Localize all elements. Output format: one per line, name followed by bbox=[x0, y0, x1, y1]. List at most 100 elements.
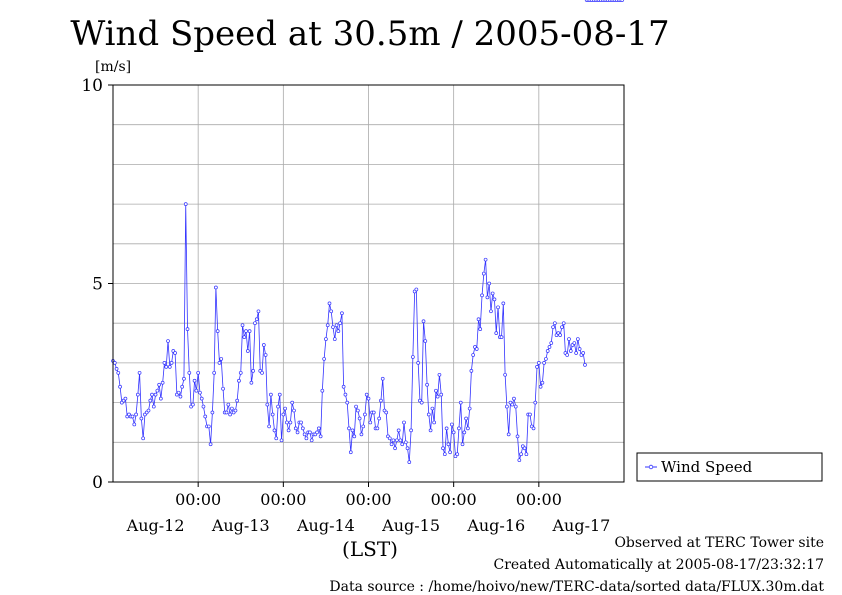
data-point bbox=[492, 297, 497, 302]
data-point bbox=[178, 394, 183, 399]
data-point bbox=[552, 321, 557, 326]
data-point bbox=[466, 426, 470, 431]
data-point bbox=[467, 406, 472, 411]
data-point bbox=[155, 388, 160, 393]
data-point bbox=[331, 325, 335, 330]
data-point bbox=[185, 327, 190, 331]
x-tick-day-label: Aug-13 bbox=[211, 516, 270, 535]
data-point bbox=[233, 408, 238, 413]
data-point bbox=[238, 370, 243, 375]
legend: Wind Speed bbox=[636, 452, 823, 482]
data-point bbox=[295, 430, 300, 435]
data-point bbox=[338, 321, 342, 326]
data-point bbox=[191, 402, 195, 407]
data-point bbox=[293, 426, 298, 431]
data-point bbox=[157, 382, 162, 387]
data-point bbox=[535, 365, 539, 369]
data-point bbox=[308, 430, 312, 435]
data-point bbox=[471, 353, 476, 357]
data-point bbox=[575, 337, 580, 341]
data-point bbox=[237, 378, 241, 383]
data-point bbox=[137, 370, 142, 375]
data-point bbox=[251, 368, 256, 373]
data-point bbox=[180, 384, 185, 389]
data-point bbox=[512, 396, 516, 401]
data-point bbox=[206, 424, 211, 429]
data-point bbox=[455, 452, 460, 457]
data-point bbox=[214, 285, 218, 290]
data-point bbox=[528, 412, 532, 417]
data-point bbox=[134, 412, 138, 417]
data-point bbox=[380, 376, 385, 381]
x-tick-time-label: 00:00 bbox=[431, 490, 477, 509]
data-point bbox=[329, 309, 334, 314]
legend-marker bbox=[648, 464, 654, 470]
data-point bbox=[366, 396, 371, 401]
footer-created: Created Automatically at 2005-08-17/23:3… bbox=[493, 557, 824, 573]
data-point bbox=[542, 361, 546, 365]
data-point bbox=[469, 368, 474, 373]
data-point bbox=[356, 408, 360, 413]
data-point bbox=[357, 416, 362, 421]
data-point bbox=[545, 349, 550, 353]
data-point bbox=[448, 450, 452, 455]
data-point bbox=[166, 339, 170, 343]
data-point bbox=[434, 388, 438, 393]
data-point bbox=[242, 335, 247, 339]
data-point bbox=[217, 361, 222, 365]
legend-box bbox=[636, 452, 823, 482]
data-point bbox=[435, 394, 440, 399]
y-axis-unit: [m/s] bbox=[95, 59, 131, 75]
data-point bbox=[136, 392, 140, 397]
data-point bbox=[524, 452, 529, 457]
data-point bbox=[457, 426, 461, 431]
data-point bbox=[572, 341, 577, 345]
data-point bbox=[322, 357, 326, 361]
data-point bbox=[561, 321, 566, 326]
data-point bbox=[194, 388, 199, 393]
data-point bbox=[551, 325, 555, 330]
data-point bbox=[428, 428, 433, 433]
data-point bbox=[480, 293, 484, 298]
data-point bbox=[299, 420, 303, 425]
data-point bbox=[245, 349, 250, 353]
data-point bbox=[458, 400, 463, 405]
data-point bbox=[425, 382, 429, 387]
data-point bbox=[288, 420, 293, 425]
data-point bbox=[210, 410, 215, 415]
data-point bbox=[505, 404, 509, 409]
data-point bbox=[263, 353, 268, 357]
data-point bbox=[309, 438, 314, 443]
data-point bbox=[407, 460, 412, 464]
data-point bbox=[565, 353, 570, 357]
y-tick-label: 0 bbox=[92, 473, 103, 493]
data-point bbox=[442, 452, 447, 457]
data-point bbox=[522, 446, 527, 451]
data-point bbox=[254, 317, 259, 322]
data-point bbox=[334, 323, 339, 328]
data-point bbox=[192, 378, 197, 383]
data-point bbox=[183, 202, 188, 206]
data-point bbox=[164, 365, 169, 369]
data-point bbox=[451, 430, 456, 435]
data-point bbox=[160, 380, 165, 385]
data-point bbox=[196, 370, 201, 375]
data-point bbox=[538, 384, 543, 389]
data-point bbox=[118, 384, 122, 389]
data-point bbox=[318, 434, 323, 439]
data-point bbox=[393, 446, 397, 451]
data-point bbox=[162, 361, 167, 365]
data-point bbox=[499, 335, 504, 339]
data-point bbox=[494, 331, 499, 335]
data-point bbox=[139, 416, 144, 421]
data-point bbox=[368, 420, 373, 425]
data-point bbox=[437, 372, 442, 377]
data-point bbox=[416, 361, 420, 365]
data-point bbox=[510, 402, 515, 407]
data-point bbox=[490, 291, 495, 296]
x-tick-day-label: Aug-12 bbox=[126, 516, 185, 535]
data-point bbox=[300, 426, 305, 431]
data-point bbox=[219, 357, 224, 361]
x-tick-time-label: 00:00 bbox=[260, 490, 306, 509]
data-point bbox=[439, 392, 444, 397]
